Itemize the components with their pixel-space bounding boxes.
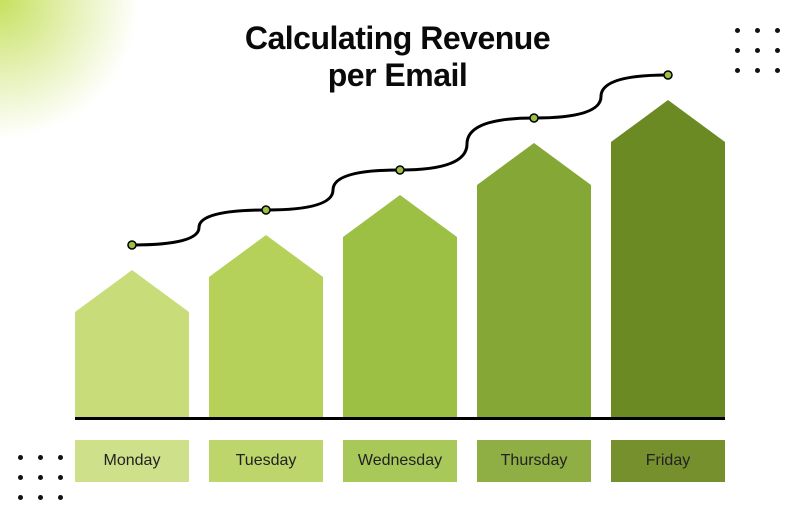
trend-marker-3 xyxy=(530,114,538,122)
x-axis-labels: Monday Tuesday Wednesday Thursday Friday xyxy=(75,440,725,490)
infographic-canvas: Calculating Revenue per Email Monday Tues… xyxy=(0,0,795,517)
trend-marker-2 xyxy=(396,166,404,174)
bar-roof xyxy=(611,100,725,142)
x-label-friday: Friday xyxy=(611,440,725,482)
bar-roof xyxy=(477,143,591,185)
bar-thursday xyxy=(477,143,591,417)
trend-marker-1 xyxy=(262,206,270,214)
bar-chart xyxy=(75,100,725,420)
chart-title: Calculating Revenue per Email xyxy=(0,20,795,94)
x-label-thursday: Thursday xyxy=(477,440,591,482)
bar-body xyxy=(75,312,189,417)
bar-roof xyxy=(343,195,457,237)
x-label-monday: Monday xyxy=(75,440,189,482)
bar-body xyxy=(343,237,457,417)
dot-grid-bottom-left xyxy=(18,455,64,501)
bar-body xyxy=(209,277,323,417)
bar-body xyxy=(477,185,591,417)
bar-roof xyxy=(75,270,189,312)
trend-marker-4 xyxy=(664,71,672,79)
x-label-tuesday: Tuesday xyxy=(209,440,323,482)
bar-wednesday xyxy=(343,195,457,417)
title-line-2: per Email xyxy=(328,57,468,93)
title-line-1: Calculating Revenue xyxy=(245,20,550,56)
trend-marker-0 xyxy=(128,241,136,249)
bar-roof xyxy=(209,235,323,277)
bar-monday xyxy=(75,270,189,417)
bar-body xyxy=(611,142,725,417)
bar-tuesday xyxy=(209,235,323,417)
x-label-wednesday: Wednesday xyxy=(343,440,457,482)
bar-friday xyxy=(611,100,725,417)
